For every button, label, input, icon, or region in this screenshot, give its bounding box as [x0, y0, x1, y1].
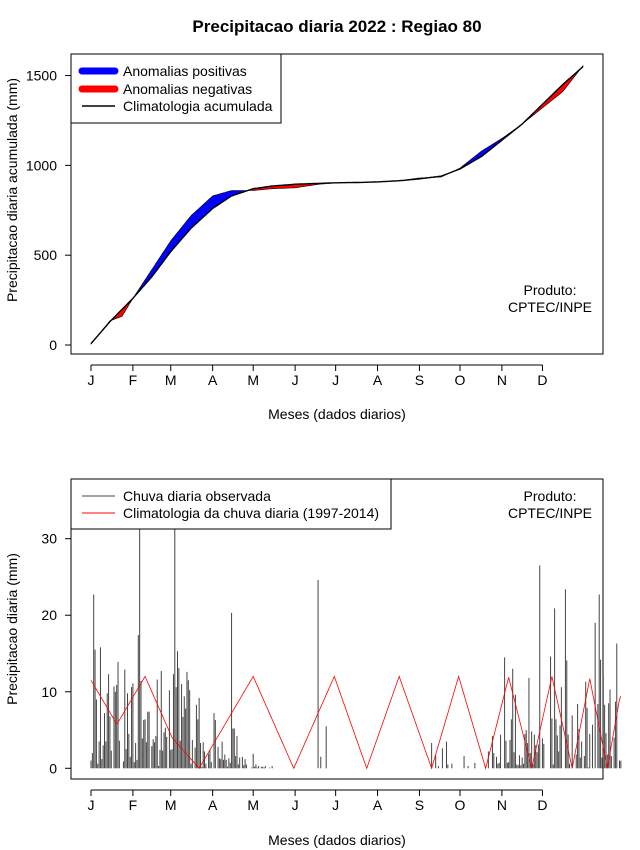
- chart2-y-tick-label-2: 20: [41, 607, 57, 623]
- chart1-x-label: Meses (dados diarios): [268, 406, 406, 422]
- chart2-legend-box: [70, 478, 392, 530]
- chart2-legend-climatology: Climatologia da chuva diaria (1997-2014): [123, 505, 379, 521]
- chart2-annotation-cptec: CPTEC/INPE: [508, 505, 592, 521]
- chart1-x-tick-label-0: J: [88, 372, 95, 388]
- chart2-x-tick-label-8: S: [415, 797, 424, 813]
- chart2-y-tick-label-3: 30: [41, 531, 57, 547]
- chart1-legend-climatology: Climatologia acumulada: [123, 98, 273, 114]
- chart2-x-tick-label-3: A: [208, 797, 218, 813]
- chart2-line: [90, 674, 622, 770]
- chart1-legend: Anomalias positivas Anomalias negativas …: [70, 53, 282, 124]
- chart2-x-tick-label-9: O: [455, 797, 466, 813]
- chart1-annotation-produto: Produto:: [524, 282, 577, 298]
- chart1-x-tick-label-2: M: [165, 372, 177, 388]
- chart2-x-tick-label-1: F: [129, 797, 138, 813]
- chart2-x-tick-label-0: J: [88, 797, 95, 813]
- climatology-daily-line: [90, 674, 622, 770]
- chart1-x-tick-label-3: A: [208, 372, 218, 388]
- chart2-x-tick-label-2: M: [165, 797, 177, 813]
- chart2-x-tick-label-11: D: [537, 797, 547, 813]
- chart1-y-tick-label-2: 1000: [26, 157, 57, 173]
- chart1-title: Precipitacao diaria 2022 : Regiao 80: [192, 17, 481, 36]
- chart1-lines: [90, 66, 584, 345]
- chart1-x-tick-label-8: S: [415, 372, 424, 388]
- chart1-legend-box: [70, 53, 282, 124]
- chart2-y-axis: 0 10 20 30: [41, 531, 72, 776]
- chart1-x-tick-label-6: J: [332, 372, 339, 388]
- chart1-x-tick-label-7: A: [373, 372, 383, 388]
- chart2-legend: Chuva diaria observada Climatologia da c…: [70, 478, 392, 530]
- chart2-x-tick-label-10: N: [497, 797, 507, 813]
- chart2-y-tick-label-1: 10: [41, 684, 57, 700]
- chart2-x-tick-label-4: M: [247, 797, 259, 813]
- chart1-x-tick-label-5: J: [292, 372, 299, 388]
- chart1-y-axis: 0 500 1000 1500: [26, 68, 72, 353]
- chart1-x-tick-label-4: M: [247, 372, 259, 388]
- chart2-y-tick-label-0: 0: [49, 760, 57, 776]
- chart2-y-label: Precipitacao diaria (mm): [4, 553, 20, 705]
- chart2-x-tick-label-5: J: [292, 797, 299, 813]
- chart1-y-tick-label-3: 1500: [26, 68, 57, 84]
- chart1-y-label: Precipitacao diaria acumulada (mm): [4, 78, 20, 302]
- chart1-legend-positive: Anomalias positivas: [123, 63, 247, 79]
- chart1-y-tick-label-0: 0: [49, 337, 57, 353]
- chart2-x-tick-label-6: J: [332, 797, 339, 813]
- chart1-x-tick-label-11: D: [537, 372, 547, 388]
- chart2-legend-observed: Chuva diaria observada: [123, 488, 271, 504]
- positive-anomaly-area-3: [131, 190, 248, 302]
- chart1-y-tick-label-1: 500: [34, 247, 58, 263]
- chart1-x-tick-label-9: O: [455, 372, 466, 388]
- chart2-bars: [90, 480, 622, 769]
- chart2-x-tick-label-7: A: [373, 797, 383, 813]
- climatology-accumulated-line: [90, 66, 584, 345]
- chart1-legend-negative: Anomalias negativas: [123, 81, 252, 97]
- chart1-annotation-cptec: CPTEC/INPE: [508, 299, 592, 315]
- chart2-annotation-produto: Produto:: [524, 488, 577, 504]
- chart2-x-label: Meses (dados diarios): [268, 832, 406, 848]
- chart1-x-tick-label-10: N: [497, 372, 507, 388]
- positive-anomaly-area-7: [448, 123, 523, 174]
- chart1-x-tick-label-1: F: [129, 372, 138, 388]
